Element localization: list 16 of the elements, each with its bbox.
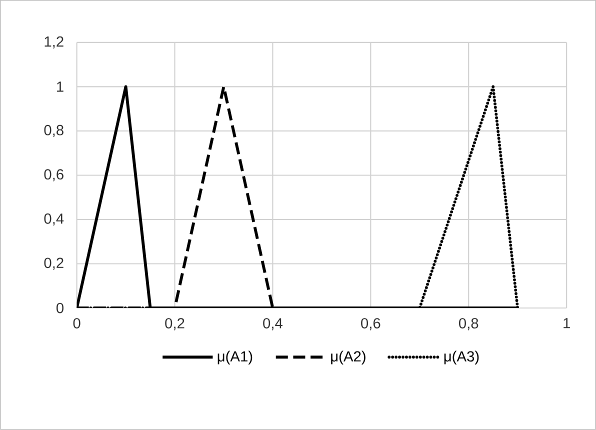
y-tick-label: 1 xyxy=(57,82,64,92)
x-tick-label: 0,2 xyxy=(165,318,184,330)
x-tick-label: 0 xyxy=(73,318,80,329)
x-tick-label: 1 xyxy=(564,318,570,328)
x-tick-label: 0,8 xyxy=(458,318,478,330)
y-tick-label: 0,8 xyxy=(44,124,64,138)
x-tick-label: 0,6 xyxy=(361,318,380,330)
legend-label: μ(A2) xyxy=(331,350,366,365)
y-tick-label: 0,4 xyxy=(44,214,64,226)
y-tick-label: 0,2 xyxy=(44,258,64,270)
legend-label: μ(A1) xyxy=(218,350,252,365)
y-tick-label: 1,2 xyxy=(44,36,64,49)
x-tick-label: 0,4 xyxy=(263,318,282,330)
y-tick-label: 0,6 xyxy=(44,169,64,182)
y-tick-label: 0 xyxy=(56,302,64,314)
legend-label: μ(A3) xyxy=(444,350,479,365)
